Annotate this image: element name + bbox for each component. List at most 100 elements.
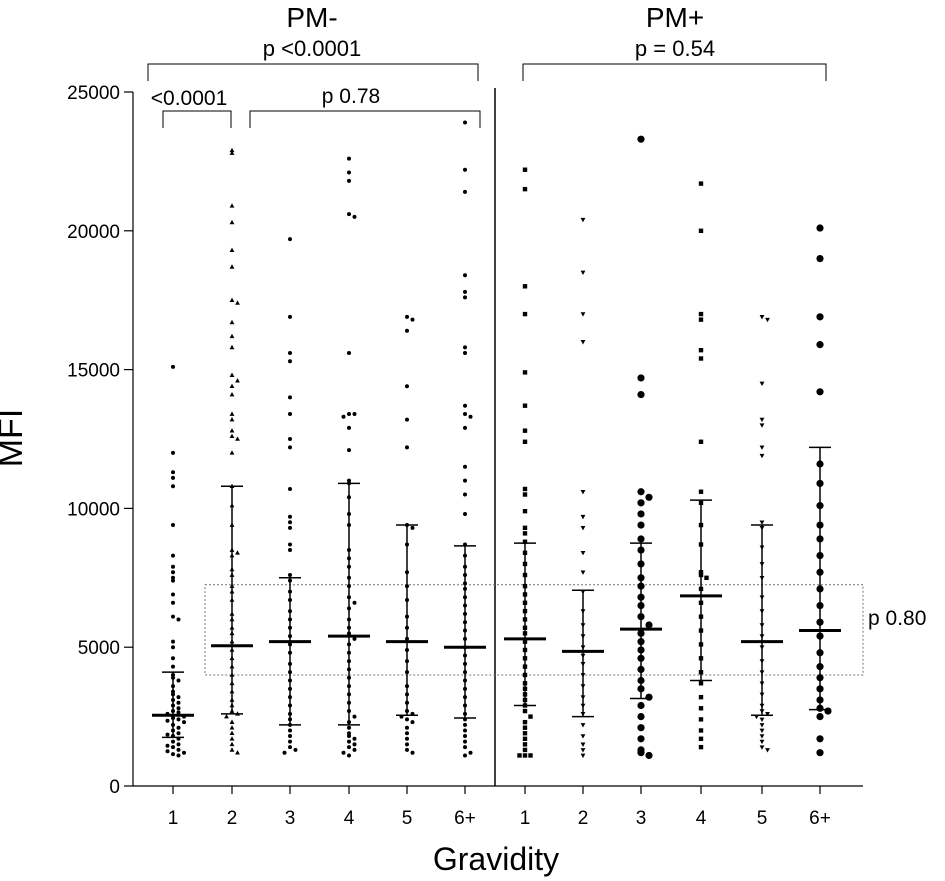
x-tick-label: 6+ [809, 808, 831, 829]
data-point [463, 722, 467, 727]
data-point [463, 478, 467, 483]
data-point [347, 753, 351, 758]
data-point [171, 745, 175, 750]
y-tick-label: 20000 [67, 222, 120, 243]
data-point [288, 445, 292, 450]
data-point [824, 707, 832, 715]
data-point [698, 317, 704, 322]
data-point [522, 753, 528, 758]
data-point [522, 403, 528, 408]
data-point [352, 214, 357, 219]
data-point [463, 464, 467, 469]
data-point [645, 621, 653, 629]
data-point [410, 720, 415, 725]
data-point [816, 735, 824, 743]
data-point [637, 499, 645, 507]
data-point [759, 717, 765, 722]
axes: 0 5000 10000 15000 20000 25000 1 2 3 4 5 6+ 1 2 3 4 5 6+ [67, 83, 863, 829]
data-point [580, 270, 586, 276]
data-point [347, 178, 351, 183]
data-point [410, 750, 415, 755]
data-point [463, 753, 467, 758]
data-point [522, 486, 528, 492]
data-point [463, 728, 467, 733]
data-point [522, 508, 528, 514]
data-point [171, 752, 175, 757]
data-point [410, 525, 415, 530]
data-point [352, 636, 357, 641]
data-point [704, 575, 709, 580]
data-point [229, 736, 235, 741]
p-label-box: p 0.80 [868, 607, 926, 630]
data-point [352, 736, 357, 741]
data-point [816, 388, 824, 396]
data-point [522, 531, 528, 536]
data-point [176, 706, 181, 711]
data-point [176, 731, 181, 736]
data-point [347, 448, 351, 453]
y-tick-label: 15000 [67, 361, 120, 382]
data-point [176, 717, 181, 722]
data-point [229, 391, 235, 397]
data-point [235, 550, 240, 555]
data-point [171, 364, 175, 369]
data-point [405, 384, 409, 389]
data-point [229, 450, 235, 455]
data-point [522, 284, 528, 289]
data-point [637, 135, 645, 143]
data-point [405, 725, 409, 730]
data-point [698, 694, 704, 700]
data-point [288, 573, 292, 578]
data-point [637, 488, 645, 496]
data-point [347, 725, 351, 730]
data-point [229, 383, 235, 389]
y-tick-label: 5000 [78, 638, 120, 659]
data-point [176, 742, 181, 747]
data-point [816, 713, 824, 721]
data-point [165, 732, 170, 737]
data-point [580, 734, 586, 739]
data-point [235, 300, 240, 305]
data-point [171, 614, 175, 619]
data-point [176, 678, 181, 683]
data-point [637, 749, 645, 757]
data-point [580, 312, 586, 317]
data-point [235, 750, 240, 755]
data-point [698, 706, 704, 711]
data-point [229, 747, 235, 752]
data-point [816, 313, 824, 321]
data-point [463, 739, 467, 744]
data-point [171, 578, 175, 583]
data-point [405, 731, 409, 736]
data-point [463, 295, 467, 300]
data-point [637, 713, 645, 721]
data-point [463, 273, 467, 278]
data-point [468, 414, 473, 419]
data-point [698, 489, 704, 494]
data-point [229, 203, 235, 208]
data-point [171, 450, 175, 455]
data-point [759, 381, 765, 387]
data-point [759, 520, 765, 525]
bracket-g2-g6 [249, 110, 481, 128]
data-point [528, 753, 533, 758]
data-point [759, 445, 765, 450]
bracket-pm-pos-overall [522, 63, 827, 81]
data-point [288, 542, 292, 547]
data-point [171, 470, 175, 475]
data-point [698, 311, 704, 317]
data-point [517, 753, 522, 758]
data-point [463, 734, 467, 739]
data-point [171, 645, 175, 650]
data-point [698, 439, 704, 444]
x-axis-label: Gravidity [433, 841, 559, 877]
data-point [637, 521, 645, 529]
data-point [165, 743, 170, 748]
data-point [759, 723, 765, 728]
data-point [171, 575, 175, 580]
data-point [171, 600, 175, 605]
data-point [229, 428, 235, 433]
data-point [229, 264, 235, 269]
data-point [698, 347, 704, 353]
